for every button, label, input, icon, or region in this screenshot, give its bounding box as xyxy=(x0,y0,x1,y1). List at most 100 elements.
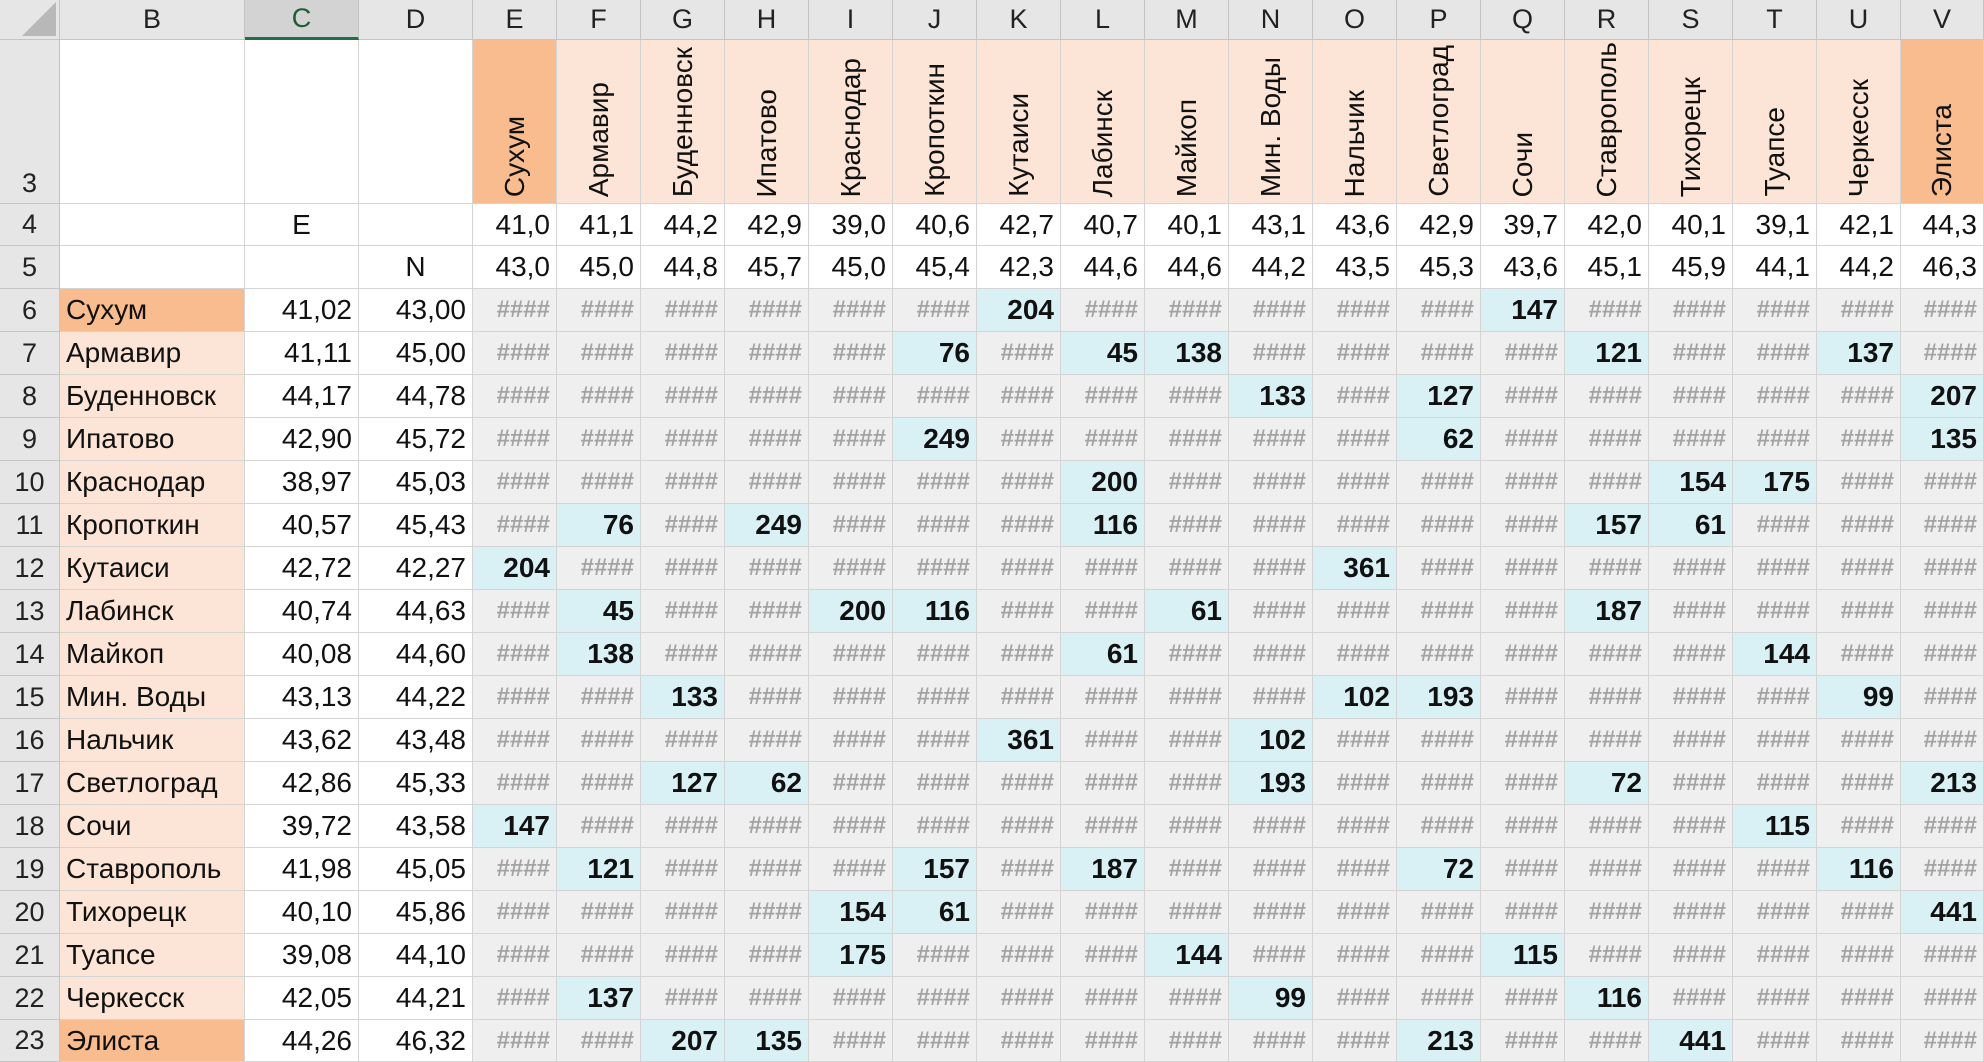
coord-e-value[interactable]: 40,08 xyxy=(245,633,359,676)
overflow-cell[interactable]: #### xyxy=(977,547,1061,590)
overflow-cell[interactable]: #### xyxy=(893,547,977,590)
column-header-g[interactable]: G xyxy=(641,0,725,40)
overflow-cell[interactable]: #### xyxy=(1565,289,1649,332)
overflow-cell[interactable]: #### xyxy=(1901,590,1984,633)
overflow-cell[interactable]: #### xyxy=(1397,805,1481,848)
distance-value[interactable]: 207 xyxy=(641,1020,725,1062)
overflow-cell[interactable]: #### xyxy=(1733,719,1817,762)
distance-value[interactable]: 121 xyxy=(1565,332,1649,375)
distance-value[interactable]: 62 xyxy=(1397,418,1481,461)
coord-n-value[interactable]: 44,63 xyxy=(359,590,473,633)
column-city-header[interactable]: Ставрополь xyxy=(1565,40,1649,204)
longitude-value[interactable]: 43,6 xyxy=(1313,204,1397,246)
overflow-cell[interactable]: #### xyxy=(977,590,1061,633)
overflow-cell[interactable]: #### xyxy=(473,977,557,1020)
overflow-cell[interactable]: #### xyxy=(473,418,557,461)
distance-value[interactable]: 361 xyxy=(977,719,1061,762)
distance-value[interactable]: 62 xyxy=(725,762,809,805)
overflow-cell[interactable]: #### xyxy=(1565,719,1649,762)
overflow-cell[interactable]: #### xyxy=(1817,805,1901,848)
distance-value[interactable]: 116 xyxy=(893,590,977,633)
row-city-name[interactable]: Буденновск xyxy=(60,375,245,418)
overflow-cell[interactable]: #### xyxy=(809,633,893,676)
overflow-cell[interactable]: #### xyxy=(1061,547,1145,590)
column-header-l[interactable]: L xyxy=(1061,0,1145,40)
overflow-cell[interactable]: #### xyxy=(557,762,641,805)
overflow-cell[interactable]: #### xyxy=(1061,977,1145,1020)
overflow-cell[interactable]: #### xyxy=(1649,418,1733,461)
overflow-cell[interactable]: #### xyxy=(1481,332,1565,375)
distance-value[interactable]: 115 xyxy=(1733,805,1817,848)
distance-value[interactable]: 76 xyxy=(557,504,641,547)
overflow-cell[interactable]: #### xyxy=(1901,805,1984,848)
row-city-name[interactable]: Нальчик xyxy=(60,719,245,762)
row-city-name[interactable]: Кропоткин xyxy=(60,504,245,547)
distance-value[interactable]: 361 xyxy=(1313,547,1397,590)
overflow-cell[interactable]: #### xyxy=(1061,375,1145,418)
overflow-cell[interactable]: #### xyxy=(1817,891,1901,934)
row-header-23[interactable]: 23 xyxy=(0,1020,60,1062)
row-header-17[interactable]: 17 xyxy=(0,762,60,805)
distance-value[interactable]: 61 xyxy=(1649,504,1733,547)
row-header-5[interactable]: 5 xyxy=(0,246,60,289)
overflow-cell[interactable]: #### xyxy=(1817,289,1901,332)
overflow-cell[interactable]: #### xyxy=(1649,848,1733,891)
overflow-cell[interactable]: #### xyxy=(809,504,893,547)
distance-value[interactable]: 249 xyxy=(725,504,809,547)
coord-n-value[interactable]: 43,00 xyxy=(359,289,473,332)
distance-value[interactable]: 76 xyxy=(893,332,977,375)
latitude-value[interactable]: 45,4 xyxy=(893,246,977,289)
latitude-value[interactable]: 45,7 xyxy=(725,246,809,289)
overflow-cell[interactable]: #### xyxy=(1229,848,1313,891)
overflow-cell[interactable]: #### xyxy=(1901,934,1984,977)
longitude-value[interactable]: 40,7 xyxy=(1061,204,1145,246)
overflow-cell[interactable]: #### xyxy=(977,848,1061,891)
overflow-cell[interactable]: #### xyxy=(1481,633,1565,676)
distance-value[interactable]: 157 xyxy=(1565,504,1649,547)
distance-value[interactable]: 102 xyxy=(1229,719,1313,762)
overflow-cell[interactable]: #### xyxy=(977,332,1061,375)
overflow-cell[interactable]: #### xyxy=(1481,1020,1565,1062)
longitude-value[interactable]: 40,1 xyxy=(1145,204,1229,246)
overflow-cell[interactable]: #### xyxy=(1901,289,1984,332)
overflow-cell[interactable]: #### xyxy=(1397,762,1481,805)
overflow-cell[interactable]: #### xyxy=(809,676,893,719)
overflow-cell[interactable]: #### xyxy=(1733,934,1817,977)
overflow-cell[interactable]: #### xyxy=(809,848,893,891)
column-city-header[interactable]: Кропоткин xyxy=(893,40,977,204)
overflow-cell[interactable]: #### xyxy=(1229,590,1313,633)
row-city-name[interactable]: Сочи xyxy=(60,805,245,848)
column-header-u[interactable]: U xyxy=(1817,0,1901,40)
cell-empty[interactable] xyxy=(60,204,245,246)
row-header-12[interactable]: 12 xyxy=(0,547,60,590)
overflow-cell[interactable]: #### xyxy=(1817,934,1901,977)
latitude-value[interactable]: 45,1 xyxy=(1565,246,1649,289)
column-header-p[interactable]: P xyxy=(1397,0,1481,40)
overflow-cell[interactable]: #### xyxy=(557,375,641,418)
latitude-value[interactable]: 44,6 xyxy=(1061,246,1145,289)
overflow-cell[interactable]: #### xyxy=(1397,332,1481,375)
latitude-value[interactable]: 43,6 xyxy=(1481,246,1565,289)
overflow-cell[interactable]: #### xyxy=(1061,676,1145,719)
coord-e-value[interactable]: 40,57 xyxy=(245,504,359,547)
overflow-cell[interactable]: #### xyxy=(1145,762,1229,805)
overflow-cell[interactable]: #### xyxy=(473,676,557,719)
column-header-m[interactable]: M xyxy=(1145,0,1229,40)
overflow-cell[interactable]: #### xyxy=(1145,547,1229,590)
column-city-header[interactable]: Туапсе xyxy=(1733,40,1817,204)
row-header-9[interactable]: 9 xyxy=(0,418,60,461)
coord-e-value[interactable]: 38,97 xyxy=(245,461,359,504)
column-header-e[interactable]: E xyxy=(473,0,557,40)
longitude-value[interactable]: 39,0 xyxy=(809,204,893,246)
distance-value[interactable]: 157 xyxy=(893,848,977,891)
overflow-cell[interactable]: #### xyxy=(1229,805,1313,848)
overflow-cell[interactable]: #### xyxy=(1649,805,1733,848)
distance-value[interactable]: 127 xyxy=(1397,375,1481,418)
overflow-cell[interactable]: #### xyxy=(893,633,977,676)
latitude-value[interactable]: 44,8 xyxy=(641,246,725,289)
overflow-cell[interactable]: #### xyxy=(1733,375,1817,418)
overflow-cell[interactable]: #### xyxy=(977,977,1061,1020)
distance-value[interactable]: 441 xyxy=(1901,891,1984,934)
overflow-cell[interactable]: #### xyxy=(1061,418,1145,461)
distance-value[interactable]: 207 xyxy=(1901,375,1984,418)
